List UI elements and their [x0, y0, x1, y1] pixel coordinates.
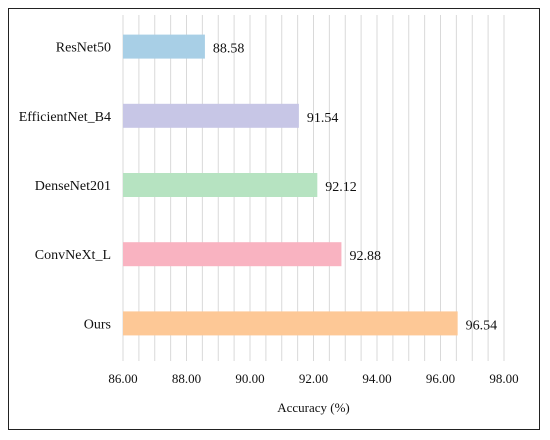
x-tick-label: 86.00	[108, 371, 137, 386]
bar-layer	[123, 34, 458, 336]
category-label: DenseNet201	[35, 179, 111, 194]
bar-densenet201	[123, 173, 318, 197]
x-tick-label: 98.00	[489, 371, 518, 386]
chart-frame: 86.00 88.00 90.00 92.00 94.00 96.00 98.00 ResNe…	[8, 8, 540, 430]
data-label: 92.88	[349, 249, 381, 264]
category-label: EfficientNet_B4	[19, 110, 111, 125]
x-tick-label: 92.00	[299, 371, 328, 386]
x-axis-title: Accuracy (%)	[277, 400, 350, 415]
x-tick-label: 90.00	[235, 371, 264, 386]
data-label: 91.54	[307, 111, 339, 126]
bar-resnet50	[123, 34, 205, 59]
x-tick-label: 96.00	[426, 371, 455, 386]
label-layer: 86.00 88.00 90.00 92.00 94.00 96.00 98.00 ResNe…	[19, 41, 519, 386]
x-tick-label: 88.00	[172, 371, 201, 386]
category-label: ConvNeXt_L	[35, 248, 111, 263]
category-label: Ours	[84, 317, 111, 332]
bar-ours	[123, 311, 458, 336]
bar-convnext-l	[123, 242, 342, 267]
data-label: 88.58	[213, 42, 245, 57]
accuracy-bar-chart: 86.00 88.00 90.00 92.00 94.00 96.00 98.00 ResNe…	[19, 15, 519, 415]
bar-efficientnet-b4	[123, 103, 299, 128]
data-label: 96.54	[466, 318, 498, 333]
category-label: ResNet50	[56, 41, 111, 56]
x-tick-label: 94.00	[362, 371, 391, 386]
data-label: 92.12	[325, 180, 357, 195]
